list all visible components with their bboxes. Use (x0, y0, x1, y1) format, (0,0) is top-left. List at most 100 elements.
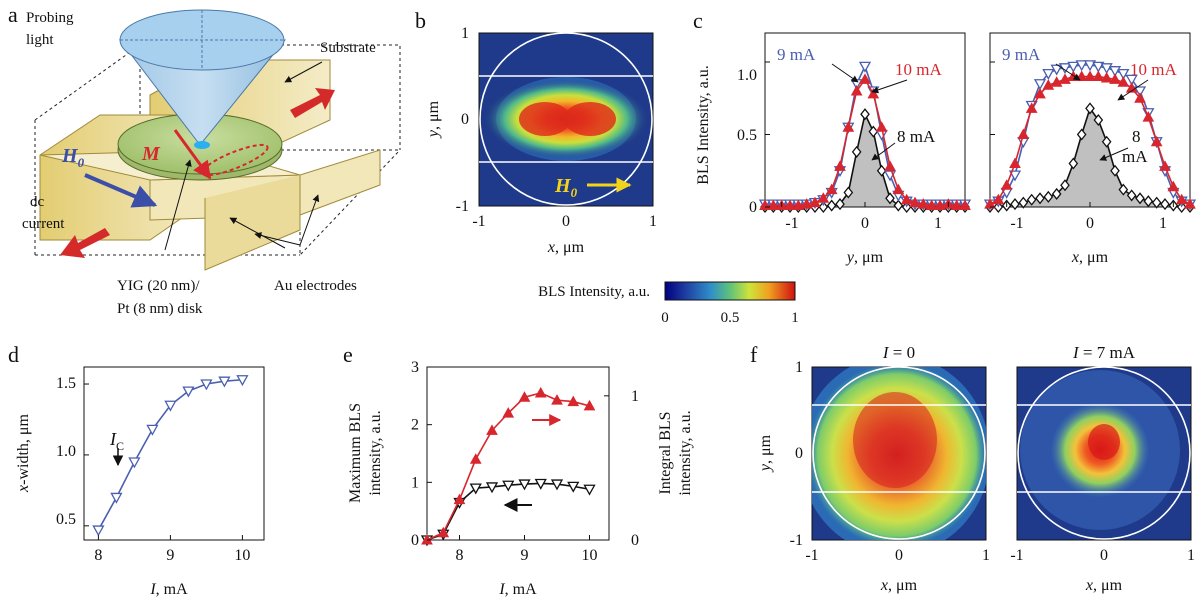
e-xlabel: I, mA (498, 581, 537, 598)
plot-e-point-1-7 (534, 386, 547, 398)
plot-e-point-0-4 (485, 482, 499, 494)
c-ylabel: BLS Intensity, a.u. (695, 65, 712, 184)
plot-e-point-1-5 (502, 407, 515, 418)
panel-label-b: b (415, 8, 426, 33)
plot-c-left-point-2-18 (909, 196, 921, 208)
plot-c-right-point-2-9 (1059, 73, 1071, 84)
plot-d-point-2 (128, 457, 141, 469)
plot-c-right-point-0-9 (1060, 179, 1070, 192)
plot-c-left-point-0-7 (818, 200, 829, 214)
plot-c-right-point-2-2 (1000, 179, 1013, 190)
plot-c-right-point-0-16 (1118, 183, 1129, 196)
cr-xlabel: x, μm (1071, 249, 1109, 266)
plot-c-right-point-2-0 (984, 198, 996, 209)
plot-e-point-1-6 (518, 391, 531, 402)
e-xtick-0: 8 (456, 547, 464, 564)
plot-c-right-point-0-15 (1110, 164, 1120, 177)
e-ytick2-0: 0 (631, 532, 639, 549)
f-ytick-m1: -1 (790, 532, 803, 549)
e-ytick-1: 1 (411, 474, 419, 491)
plot-c-right-point-1-10 (1067, 61, 1080, 73)
plot-c-right (983, 32, 1197, 214)
fr-xtick-m1: -1 (1010, 547, 1023, 564)
fr-xlabel: x, μm (1085, 577, 1123, 594)
plot-c-right-point-1-3 (1008, 170, 1022, 182)
plot-c-left-point-2-16 (892, 183, 905, 195)
cl-xlabel: y, μm (845, 249, 884, 266)
plot-c-left-point-2-10 (842, 121, 855, 132)
cr-xtick-0: 0 (1086, 215, 1094, 232)
plot-c-right-point-0-10 (1068, 157, 1079, 170)
plot-c-left-point-0-16 (893, 199, 904, 212)
plot-d: 8 9 10 (83, 366, 265, 564)
d-ytick-15: 1.5 (56, 375, 76, 392)
fr-xtick-0: 0 (1100, 547, 1108, 564)
panel-label-e: e (343, 342, 353, 367)
d-ytick-10: 1.0 (56, 443, 76, 460)
e-ylabel-line2: intensity, a.u. (367, 410, 384, 495)
plot-c-left-point-2-23 (950, 199, 963, 211)
panel-label-d: d (8, 342, 19, 367)
e-ylabel-line1: Maximum BLS (347, 403, 364, 503)
plot-d-point-5 (182, 386, 195, 398)
plot-e-point-1-2 (453, 493, 466, 505)
plot-c-right-point-1-6 (1033, 79, 1047, 91)
cr-xtick-m1: -1 (1010, 215, 1023, 232)
c-annotation-arrows (831, 63, 1149, 161)
plot-e-point-1-1 (437, 526, 450, 538)
heatmap-f-right (1016, 366, 1192, 541)
fl-xlabel: x, μm (880, 577, 918, 594)
plot-c-right-point-1-12 (1083, 60, 1097, 72)
plot-e-point-0-10 (583, 484, 596, 496)
plot-c-left-point-2-24 (959, 199, 971, 211)
panel-label-a: a (8, 2, 18, 27)
colorbar-label: BLS Intensity, a.u. (538, 284, 650, 300)
cl-annot-10ma: 10 mA (895, 60, 942, 79)
plot-c-left-point-2-4 (792, 199, 805, 211)
plot-d-point-6 (200, 379, 213, 391)
plot-c-right-point-2-19 (1142, 111, 1155, 122)
plot-c-right-point-1-18 (1133, 86, 1147, 98)
f-ytick-1: 1 (795, 359, 803, 376)
plot-c-right-point-0-19 (1143, 195, 1154, 208)
plot-c-right-point-0-20 (1151, 196, 1162, 209)
plot-c-left-point-0-14 (876, 164, 887, 177)
cl-annot-8ma: 8 mA (897, 127, 936, 146)
dc-current-line1: dc (30, 194, 45, 210)
fl-xtick-1: 1 (982, 547, 990, 564)
plot-c-right-point-0-21 (1160, 198, 1170, 211)
plot-c-left-point-0-11 (851, 145, 862, 158)
colorbar-tick-05: 0.5 (721, 310, 740, 326)
d-xtick-1: 9 (166, 547, 174, 564)
e-ytick2-1: 1 (631, 388, 639, 405)
current-in-arrow (290, 88, 335, 118)
plot-c-right-point-2-16 (1117, 76, 1130, 87)
plot-c-right-point-2-24 (1184, 198, 1196, 209)
cl-xtick-m1: -1 (785, 215, 798, 232)
cr-annot-8: 8 (1132, 127, 1141, 146)
cl-xtick-0: 0 (861, 215, 869, 232)
disk-label-line1: YIG (20 nm)/ (117, 278, 200, 294)
plot-c-left-point-1-14 (875, 129, 888, 141)
plot-c-right-point-1-16 (1117, 68, 1130, 80)
plot-d-point-7 (218, 376, 231, 388)
plot-c-right-point-2-23 (1175, 193, 1188, 205)
plot-e-point-0-5 (502, 480, 515, 492)
plot-c-left-point-2-6 (809, 196, 821, 208)
plot-c-right-point-1-7 (1042, 68, 1055, 80)
substrate-label: Substrate (320, 40, 376, 56)
plot-c-right-point-0-18 (1135, 192, 1145, 205)
b-ytick-1: 1 (461, 25, 469, 42)
plot-c-left-point-0-15 (885, 192, 895, 205)
plot-c-right-point-2-21 (1159, 160, 1171, 171)
e-ylabel2-line1: Integral BLS (657, 411, 674, 494)
plot-c-right-point-0-11 (1076, 128, 1087, 141)
panel-label-f: f (750, 342, 758, 367)
plot-c-left-point-2-7 (817, 192, 830, 203)
b-xlabel: x, μm (547, 239, 585, 256)
plot-c-right-point-0-13 (1093, 113, 1104, 127)
plot-d-point-8 (236, 375, 249, 387)
plot-c-left-point-2-20 (925, 199, 938, 211)
cl-xtick-1: 1 (934, 215, 942, 232)
plot-c-right-point-2-8 (1050, 76, 1063, 87)
